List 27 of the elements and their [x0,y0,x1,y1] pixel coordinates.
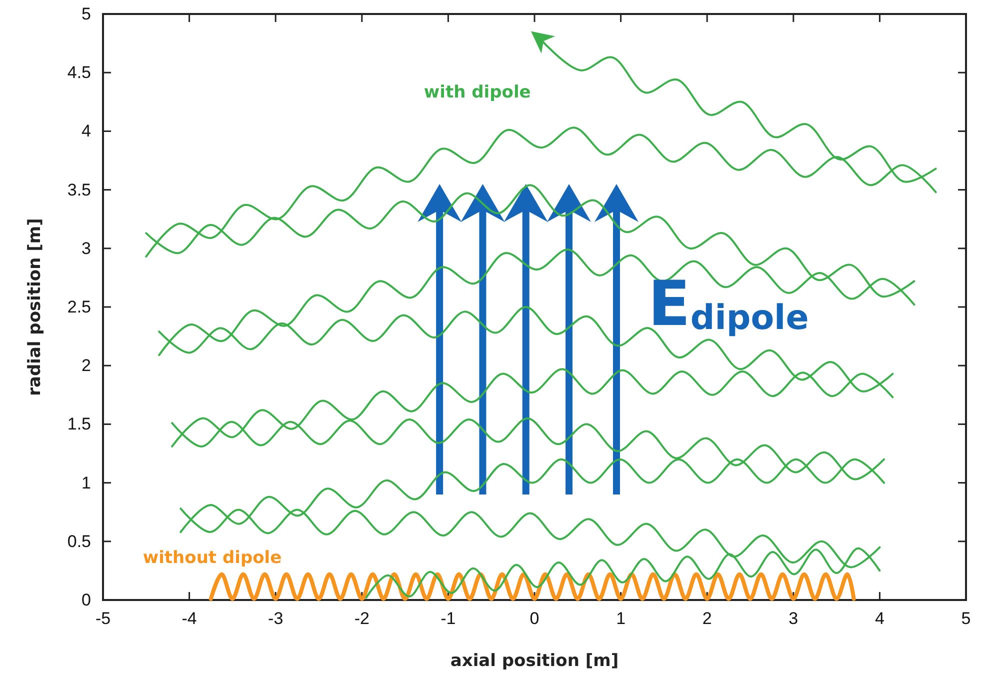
x-tick-label: 1 [616,609,626,628]
y-tick-label: 4 [82,122,91,141]
x-tick-label: 0 [530,609,540,628]
y-tick-label: 2 [82,356,91,376]
x-tick-label: 2 [702,609,712,628]
y-tick-label: 2.5 [67,297,91,316]
annotation: E$_{dipole}$ [648,267,809,340]
y-tick-label: 5 [82,4,91,24]
y-tick-label: 0 [82,590,91,610]
x-tick-label: 5 [961,609,971,628]
x-tick-label: -5 [95,609,111,628]
x-axis-title: axial position [m] [450,651,619,671]
y-tick-label: 4.5 [67,63,91,82]
x-tick-label: -1 [440,609,456,628]
x-tick-label: -3 [268,609,284,628]
series-label: with dipole [424,82,531,102]
x-tick-label: 3 [788,609,798,628]
y-tick-label: 0.5 [67,532,91,551]
y-tick-label: 3.5 [67,180,91,200]
x-tick-label: -4 [182,609,197,628]
y-axis-title: radial position [m] [25,218,45,396]
x-tick-label: -2 [354,609,370,628]
series-label: without dipole [142,548,282,568]
y-tick-label: 1.5 [67,414,91,434]
x-tick-label: 4 [874,609,884,628]
y-tick-label: 3 [82,238,91,258]
y-tick-label: 1 [82,473,91,492]
